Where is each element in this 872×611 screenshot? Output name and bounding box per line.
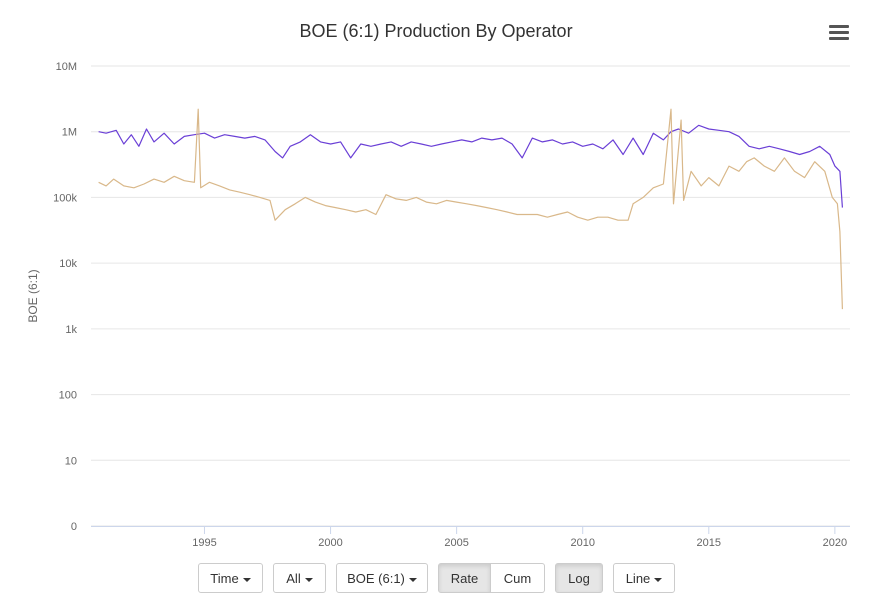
x-axis: 1995 2000 2005 2010 2015 2020 <box>91 526 850 549</box>
x-tick-label: 2010 <box>570 537 594 549</box>
all-label: All <box>286 571 301 586</box>
series-layer <box>98 108 843 310</box>
x-tick-label: 2020 <box>823 537 847 549</box>
boe-dropdown[interactable]: BOE (6:1) <box>336 563 428 593</box>
boe-label: BOE (6:1) <box>347 571 405 586</box>
chevron-down-icon <box>654 577 663 582</box>
rate-button[interactable]: Rate <box>438 563 491 593</box>
y-tick-label: 0 <box>71 521 77 533</box>
log-button[interactable]: Log <box>555 563 603 593</box>
chevron-down-icon <box>408 577 417 582</box>
y-tick-label: 1k <box>65 324 77 336</box>
y-tick-label: 100k <box>53 192 77 204</box>
log-label: Log <box>568 571 590 586</box>
cum-label: Cum <box>503 571 532 586</box>
y-tick-label: 10k <box>59 258 77 270</box>
line-label: Line <box>625 571 651 586</box>
chart-title: BOE (6:1) Production By Operator <box>299 21 572 41</box>
x-tick-label: 1995 <box>192 537 216 549</box>
y-axis-title: BOE (6:1) <box>26 269 40 322</box>
series-line-2 <box>98 108 843 310</box>
time-label: Time <box>210 571 239 586</box>
chart-toolbar: Time All BOE (6:1) Rate Cum Log Line <box>0 563 872 595</box>
y-tick-label: 1M <box>62 127 77 139</box>
y-tick-label: 100 <box>59 390 77 402</box>
x-tick-label: 2005 <box>444 537 468 549</box>
chevron-down-icon <box>242 577 251 582</box>
all-dropdown[interactable]: All <box>273 563 326 593</box>
chart-menu-icon[interactable] <box>826 22 852 46</box>
x-tick-label: 2000 <box>318 537 342 549</box>
line-dropdown[interactable]: Line <box>613 563 675 593</box>
y-tick-label: 10M <box>56 61 77 73</box>
x-tick-label: 2015 <box>697 537 721 549</box>
y-tick-label: 10 <box>65 455 77 467</box>
grid <box>91 65 850 527</box>
series-line-1 <box>98 124 843 208</box>
chevron-down-icon <box>304 577 313 582</box>
cum-button[interactable]: Cum <box>491 563 545 593</box>
time-dropdown[interactable]: Time <box>198 563 263 593</box>
rate-label: Rate <box>450 571 479 586</box>
